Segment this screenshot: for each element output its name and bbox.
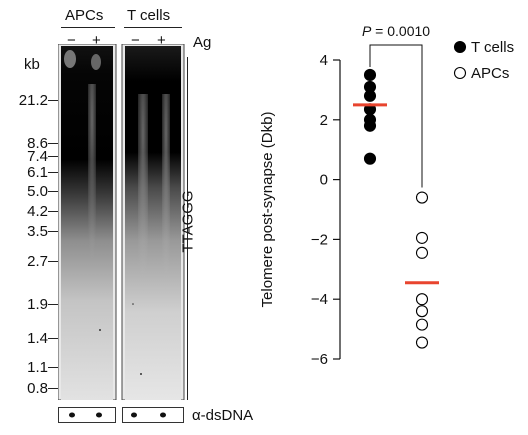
- lane-label-apcs-plus: +: [92, 32, 101, 49]
- apcs-point: [415, 246, 429, 259]
- apcs-point: [415, 293, 429, 306]
- size-marker-tick: [48, 388, 58, 389]
- size-marker-tick: [48, 304, 58, 305]
- size-marker-tick: [48, 338, 58, 339]
- loading-control-strip: [58, 407, 184, 423]
- probe-label: TTAGGG: [179, 190, 197, 253]
- size-marker-label: 4.2: [27, 203, 48, 220]
- probe-bracket: [187, 57, 188, 400]
- y-axis-label: Telomere post-synapse (Dkb): [259, 112, 276, 308]
- p-value-annotation: P = 0.0010: [362, 23, 430, 39]
- size-marker-label: 0.8: [27, 380, 48, 397]
- size-marker-tick: [48, 191, 58, 192]
- size-marker-label: 1.9: [27, 296, 48, 313]
- size-marker-tick: [48, 231, 58, 232]
- size-marker-label: 2.7: [27, 253, 48, 270]
- apcs-point: [415, 336, 429, 349]
- size-marker-label: 5.0: [27, 183, 48, 200]
- group-underline-apcs: [61, 27, 115, 28]
- lane-label-tcells-minus: −: [131, 32, 140, 49]
- y-tick-label: 4: [320, 52, 328, 69]
- size-marker-tick: [48, 211, 58, 212]
- tcells-point: [363, 119, 377, 132]
- loading-control-label: α-dsDNA: [192, 407, 254, 424]
- kb-header: kb: [24, 56, 40, 73]
- size-marker-tick: [48, 261, 58, 262]
- apcs-point: [415, 231, 429, 244]
- y-tick-label: −4: [311, 291, 328, 308]
- y-tick-label: 0: [320, 172, 328, 189]
- apcs-point: [415, 191, 429, 204]
- southern-blot-image: [58, 44, 185, 400]
- lane-label-tcells-plus: +: [157, 32, 166, 49]
- size-marker-tick: [48, 143, 58, 144]
- apcs-point: [415, 318, 429, 331]
- legend-label: APCs: [471, 65, 509, 82]
- ag-label: Ag: [193, 34, 212, 51]
- lane-label-apcs-minus: −: [67, 32, 76, 49]
- apcs-point: [415, 305, 429, 318]
- group-label-apcs: APCs: [65, 7, 104, 24]
- y-tick-label: −2: [311, 231, 328, 248]
- size-marker-tick: [48, 100, 58, 101]
- significance-bracket: [369, 44, 423, 188]
- size-marker-label: 8.6: [27, 135, 48, 152]
- legend-marker: [453, 40, 467, 54]
- group-label-tcells: T cells: [127, 7, 171, 24]
- size-marker-label: 21.2: [18, 92, 48, 109]
- size-marker-label: 7.4: [27, 148, 48, 165]
- size-marker-label: 1.4: [27, 330, 48, 347]
- tcells-point: [363, 89, 377, 102]
- size-marker-label: 1.1: [27, 359, 48, 376]
- group-underline-tcells: [124, 27, 182, 28]
- tcells-point: [363, 68, 377, 81]
- size-marker-tick: [48, 367, 58, 368]
- size-marker-label: 3.5: [27, 223, 48, 240]
- y-tick-label: −6: [311, 351, 328, 368]
- tcells-point: [363, 152, 377, 165]
- size-marker-tick: [48, 172, 58, 173]
- legend-marker: [453, 66, 467, 80]
- size-marker-tick: [48, 156, 58, 157]
- size-marker-label: 6.1: [27, 164, 48, 181]
- y-tick-label: 2: [320, 112, 328, 129]
- legend-label: T cells: [471, 39, 514, 56]
- telomere-scatter-chart: 4 2 0 −2 −4 −6 Telomere post-synapse (Dkb) P =…: [259, 23, 514, 368]
